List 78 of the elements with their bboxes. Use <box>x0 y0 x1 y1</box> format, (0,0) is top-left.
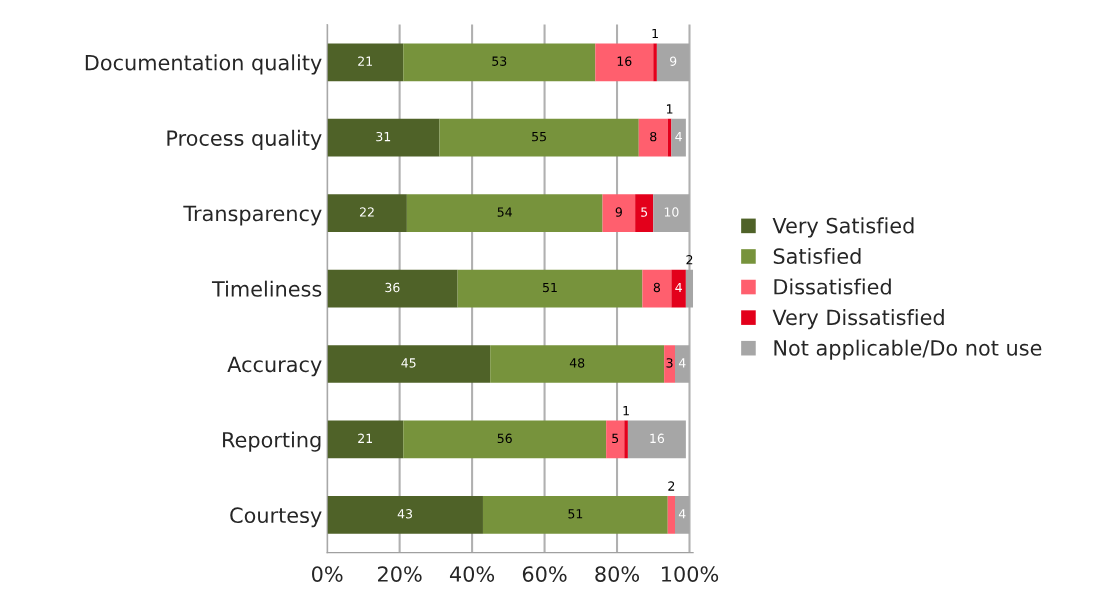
y-tick-label: Reporting <box>223 431 321 452</box>
data-label: 2 <box>686 255 693 265</box>
bar <box>482 496 668 534</box>
bar <box>327 118 440 157</box>
y-tick-label: Transparency <box>183 205 322 226</box>
bar <box>327 269 458 308</box>
data-label: 16 <box>650 433 665 444</box>
bar <box>624 420 628 459</box>
bar <box>490 345 665 383</box>
bar <box>627 420 686 459</box>
x-tick-label: 100% <box>662 566 719 582</box>
bar <box>327 496 483 534</box>
y-tick-label: Process quality <box>167 129 322 150</box>
data-label: 51 <box>543 282 557 293</box>
bar <box>403 420 607 459</box>
bar <box>653 43 657 82</box>
bar <box>642 269 672 308</box>
bar <box>595 43 654 82</box>
data-label: 45 <box>401 358 416 368</box>
bar <box>439 118 639 157</box>
x-tick-label: 0% <box>312 566 343 582</box>
legend-label: Very Satisfied <box>772 217 914 238</box>
data-label: 3 <box>666 358 673 368</box>
bar <box>671 118 686 157</box>
data-label: 31 <box>376 131 391 142</box>
data-label: 8 <box>650 131 657 142</box>
bar <box>327 345 491 383</box>
data-label: 36 <box>385 282 400 293</box>
data-label: 9 <box>670 56 677 66</box>
legend-label: Dissatisfied <box>774 278 891 295</box>
data-label: 21 <box>358 433 372 443</box>
bar <box>667 496 676 534</box>
legend-label: Satisfied <box>773 247 861 265</box>
bar <box>638 118 668 157</box>
data-label: 1 <box>652 28 658 39</box>
bar <box>327 43 404 82</box>
bar <box>635 194 654 232</box>
data-label: 21 <box>358 56 372 66</box>
data-label: 10 <box>664 207 679 217</box>
bar <box>664 345 676 383</box>
data-label: 9 <box>615 207 622 217</box>
data-label: 43 <box>397 509 413 519</box>
data-label: 54 <box>497 207 512 217</box>
bar <box>457 269 643 308</box>
data-label: 1 <box>623 406 629 416</box>
data-label: 56 <box>497 433 512 444</box>
bar <box>671 269 686 308</box>
data-label: 55 <box>532 132 546 142</box>
bar <box>602 194 636 232</box>
data-label: 4 <box>678 358 686 368</box>
data-label: 16 <box>617 56 632 66</box>
legend-label: Very Dissatisfied <box>772 309 944 330</box>
y-tick-label: Documentation quality <box>85 54 322 75</box>
data-label: 8 <box>653 282 661 293</box>
data-label: 48 <box>569 358 585 368</box>
y-tick-label: Courtesy <box>230 507 322 528</box>
y-tick-label: Accuracy <box>227 356 322 377</box>
data-label: 22 <box>359 207 374 217</box>
bar <box>406 194 603 232</box>
y-tick-label: Timeliness <box>211 280 322 297</box>
x-tick-label: 60% <box>522 566 567 582</box>
legend-label: Not applicable/Do not use <box>774 339 1042 360</box>
data-label: 4 <box>675 282 682 293</box>
data-label: 51 <box>568 509 583 519</box>
bar <box>403 43 596 82</box>
data-label: 4 <box>678 509 686 519</box>
x-tick-label: 20% <box>378 566 422 582</box>
data-label: 53 <box>492 56 507 66</box>
data-label: 4 <box>675 132 682 142</box>
bar <box>606 420 625 459</box>
x-tick-label: 40% <box>449 566 495 582</box>
bar <box>327 420 404 459</box>
data-label: 1 <box>666 104 673 114</box>
bar <box>327 194 407 232</box>
data-label: 5 <box>612 433 619 444</box>
data-label: 5 <box>641 207 648 217</box>
x-tick-label: 80% <box>595 566 640 582</box>
data-label: 2 <box>668 481 675 491</box>
